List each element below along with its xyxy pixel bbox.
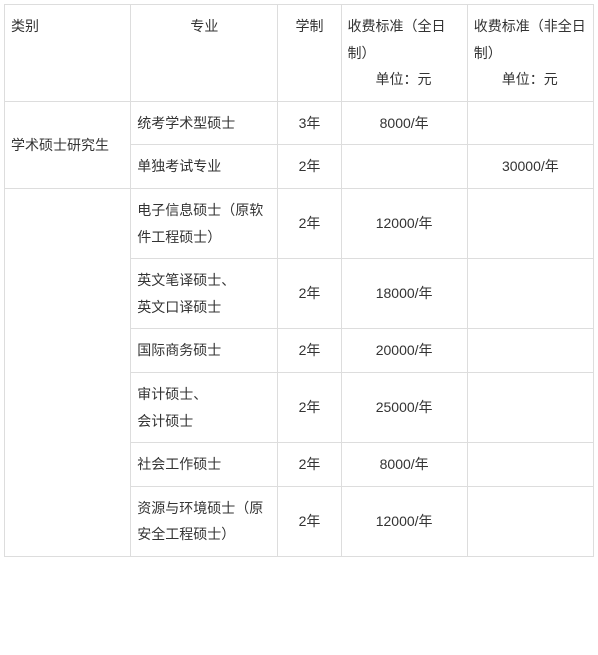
header-fee-ft-line2: 单位：元 xyxy=(348,66,461,93)
table-row: 电子信息硕士（原软件工程硕士） 2年 12000/年 xyxy=(5,188,594,258)
header-fee-fulltime: 收费标准（全日制） 单位：元 xyxy=(341,5,467,102)
cell-fee-pt xyxy=(467,486,593,556)
cell-duration: 3年 xyxy=(278,101,341,145)
cell-major: 电子信息硕士（原软件工程硕士） xyxy=(131,188,278,258)
header-fee-ft-line1: 收费标准（全日制） xyxy=(348,18,446,61)
cell-fee-pt: 30000/年 xyxy=(467,145,593,189)
cell-fee-ft xyxy=(341,145,467,189)
cell-duration: 2年 xyxy=(278,486,341,556)
cell-fee-ft: 18000/年 xyxy=(341,259,467,329)
cell-duration: 2年 xyxy=(278,443,341,487)
table-header-row: 类别 专业 学制 收费标准（全日制） 单位：元 收费标准（非全日制） 单位：元 xyxy=(5,5,594,102)
header-category: 类别 xyxy=(5,5,131,102)
cell-fee-ft: 12000/年 xyxy=(341,486,467,556)
cell-major-line2: 英文口译硕士 xyxy=(137,294,271,321)
cell-major: 英文笔译硕士、 英文口译硕士 xyxy=(131,259,278,329)
cell-fee-pt xyxy=(467,101,593,145)
cell-major-line1: 审计硕士、 xyxy=(137,381,271,408)
cell-fee-ft: 12000/年 xyxy=(341,188,467,258)
fee-table: 类别 专业 学制 收费标准（全日制） 单位：元 收费标准（非全日制） 单位：元 … xyxy=(4,4,594,557)
cell-fee-pt xyxy=(467,372,593,442)
header-fee-pt-line2: 单位：元 xyxy=(474,66,587,93)
cell-major: 单独考试专业 xyxy=(131,145,278,189)
cell-major: 国际商务硕士 xyxy=(131,329,278,373)
cell-category xyxy=(5,188,131,556)
cell-duration: 2年 xyxy=(278,145,341,189)
cell-fee-ft: 20000/年 xyxy=(341,329,467,373)
cell-duration: 2年 xyxy=(278,188,341,258)
cell-major-line2: 会计硕士 xyxy=(137,408,271,435)
cell-category: 学术硕士研究生 xyxy=(5,101,131,188)
cell-fee-pt xyxy=(467,259,593,329)
header-fee-parttime: 收费标准（非全日制） 单位：元 xyxy=(467,5,593,102)
table-row: 学术硕士研究生 统考学术型硕士 3年 8000/年 xyxy=(5,101,594,145)
cell-fee-ft: 25000/年 xyxy=(341,372,467,442)
cell-fee-pt xyxy=(467,443,593,487)
cell-major-line1: 英文笔译硕士、 xyxy=(137,267,271,294)
header-major: 专业 xyxy=(131,5,278,102)
cell-fee-pt xyxy=(467,329,593,373)
cell-duration: 2年 xyxy=(278,259,341,329)
header-duration: 学制 xyxy=(278,5,341,102)
cell-fee-ft: 8000/年 xyxy=(341,101,467,145)
header-fee-pt-line1: 收费标准（非全日制） xyxy=(474,18,586,61)
cell-major: 审计硕士、 会计硕士 xyxy=(131,372,278,442)
cell-duration: 2年 xyxy=(278,329,341,373)
cell-major: 资源与环境硕士（原安全工程硕士） xyxy=(131,486,278,556)
cell-fee-pt xyxy=(467,188,593,258)
cell-duration: 2年 xyxy=(278,372,341,442)
cell-major: 统考学术型硕士 xyxy=(131,101,278,145)
cell-major: 社会工作硕士 xyxy=(131,443,278,487)
cell-fee-ft: 8000/年 xyxy=(341,443,467,487)
